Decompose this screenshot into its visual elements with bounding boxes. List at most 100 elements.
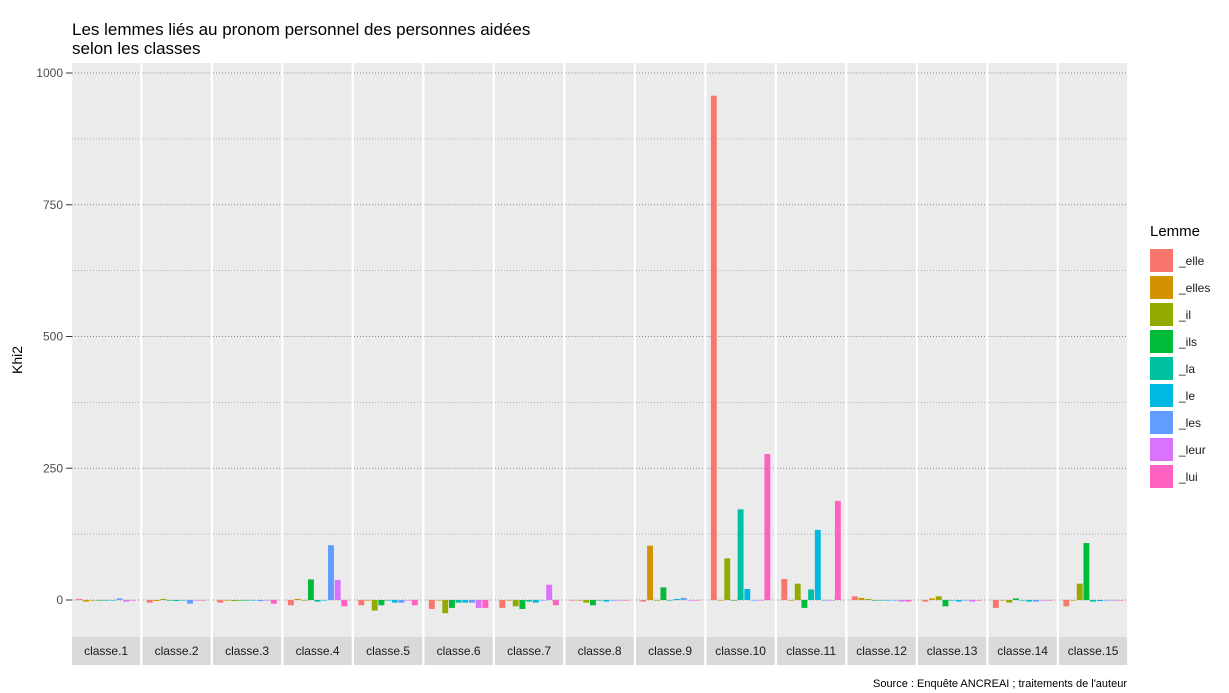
bar — [885, 600, 892, 601]
bar — [475, 600, 482, 608]
legend-item: _leur — [1150, 436, 1210, 463]
bar — [341, 600, 348, 607]
y-tick-label: 0 — [56, 593, 63, 607]
bar — [83, 600, 89, 602]
bar — [1039, 600, 1046, 601]
bar — [616, 600, 623, 601]
bar — [905, 600, 912, 602]
bar — [955, 600, 962, 602]
facet-strip — [636, 637, 705, 665]
bar — [828, 600, 835, 601]
legend-label: _le — [1179, 388, 1196, 403]
facet-strip — [988, 637, 1057, 665]
bar — [576, 600, 583, 601]
facet-strip-label: classe.5 — [366, 644, 410, 658]
bar — [851, 596, 858, 600]
bar — [166, 600, 173, 601]
facet-strip — [1059, 637, 1128, 665]
legend-item: _les — [1150, 409, 1210, 436]
panel-background — [283, 63, 352, 637]
bar — [660, 587, 667, 600]
bar — [1019, 600, 1026, 601]
bar — [1116, 600, 1123, 601]
bar — [301, 600, 308, 601]
facet-strip — [847, 637, 916, 665]
bar — [858, 597, 865, 600]
legend-items: _elle _elles _il _ils _la _le _les _leur _lui — [1150, 247, 1210, 490]
legend-label: _la — [1179, 361, 1196, 376]
bar — [109, 600, 116, 601]
panel-background — [213, 63, 282, 637]
bar — [929, 598, 935, 600]
bar — [922, 600, 929, 602]
bar — [589, 600, 596, 606]
bar — [935, 596, 942, 600]
facet-strip-label: classe.3 — [225, 644, 269, 658]
bar — [448, 600, 455, 608]
legend-title: Lemme — [1150, 223, 1201, 240]
facet-panel: classe.11 — [777, 63, 846, 665]
bar — [180, 600, 187, 601]
bar — [153, 600, 160, 602]
facet-panel: classe.13 — [918, 63, 987, 665]
bar — [710, 95, 717, 600]
bar — [583, 600, 590, 603]
bar — [237, 600, 244, 601]
bar — [1076, 583, 1083, 600]
bar — [794, 583, 801, 600]
bar — [264, 600, 271, 601]
facet-strip-label: classe.9 — [648, 644, 692, 658]
bar — [244, 600, 251, 601]
facet-panel: classe.9 — [636, 63, 705, 665]
bar — [647, 545, 653, 600]
legend-label: _lui — [1179, 469, 1198, 484]
bar — [744, 588, 751, 600]
facet-strip — [706, 637, 775, 665]
bar — [506, 600, 512, 601]
bar — [200, 600, 207, 601]
bar — [512, 600, 519, 607]
bar — [173, 600, 180, 602]
bar — [230, 600, 237, 602]
bar — [781, 578, 788, 600]
bar — [730, 600, 737, 601]
bar — [116, 598, 123, 600]
facet-panel: classe.6 — [424, 63, 493, 665]
bar — [455, 600, 462, 603]
y-tick-label: 1000 — [36, 66, 63, 80]
bar — [871, 600, 878, 601]
bar — [365, 600, 371, 601]
bar — [1096, 600, 1103, 602]
y-axis-label: Khi2 — [9, 346, 25, 374]
facet-strip-label: classe.2 — [155, 644, 199, 658]
bar — [878, 600, 885, 601]
panel-background — [636, 63, 705, 637]
legend-label: _leur — [1179, 442, 1206, 457]
bar — [334, 579, 341, 600]
bar — [1006, 600, 1013, 603]
bar — [499, 600, 506, 608]
bar — [653, 600, 660, 601]
bar — [717, 600, 724, 601]
facet-strip — [142, 637, 211, 665]
bar — [187, 600, 193, 604]
legend-item: _lui — [1150, 463, 1210, 490]
facet-strip-label: classe.7 — [507, 644, 551, 658]
legend-swatch — [1150, 357, 1173, 380]
bar — [287, 600, 294, 606]
bar — [1083, 543, 1090, 600]
bar — [1033, 600, 1039, 602]
legend-label: _ils — [1179, 334, 1198, 349]
facet-panel: classe.3 — [213, 63, 282, 665]
bar — [385, 600, 392, 601]
facet-panel: classe.1 — [72, 63, 141, 665]
facet-strip — [777, 637, 846, 665]
legend-swatch — [1150, 465, 1173, 488]
bar — [596, 600, 603, 601]
facet-strip — [565, 637, 634, 665]
bar — [1110, 600, 1117, 601]
bar — [892, 600, 898, 601]
panel-background — [565, 63, 634, 637]
facet-strip — [354, 637, 423, 665]
